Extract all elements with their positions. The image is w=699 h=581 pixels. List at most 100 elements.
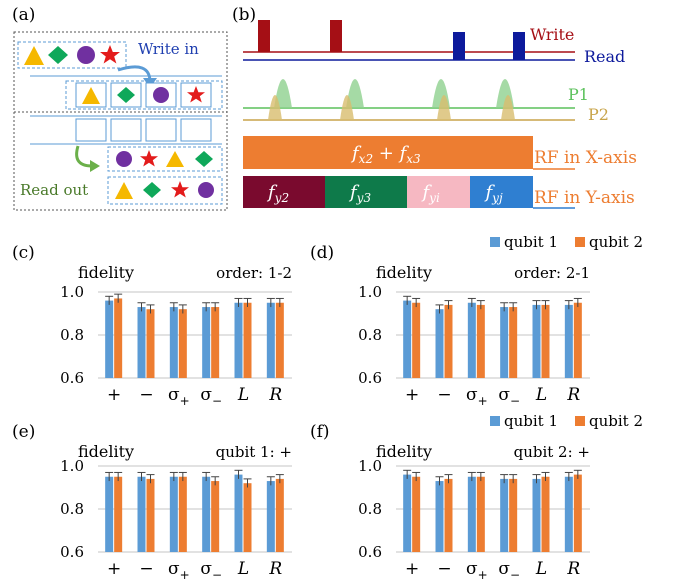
write-in-label: Write in [138, 40, 199, 58]
bar-qubit2 [114, 476, 123, 552]
bar-qubit1 [202, 476, 211, 552]
bar-qubit1 [234, 474, 243, 552]
bar-qubit2 [541, 476, 550, 552]
panel-label: (e) [12, 422, 35, 442]
panel-a: (a) Write in [12, 5, 228, 211]
circle-icon [116, 151, 132, 167]
y-tick-label: 0.6 [358, 369, 382, 387]
x-tick-label: L [535, 559, 547, 579]
x-tick-label: + [405, 385, 419, 405]
fidelity-charts: (c)fidelity order: 1-20.60.81.0+ − σ+ σ− L R(d… [12, 243, 590, 581]
x-tick-label: R [268, 559, 282, 579]
bar-qubit2 [211, 481, 220, 552]
y-axis-label: fidelity [78, 442, 134, 461]
circle-icon [77, 46, 95, 64]
rf-y-blocks: fy2 fy3 fyi fyj [243, 176, 533, 208]
bar-qubit2 [146, 478, 155, 552]
bar-qubit2 [243, 483, 252, 552]
p1-pulse-1 [274, 79, 292, 108]
x-tick-label: R [566, 385, 580, 405]
input-box [17, 41, 127, 69]
star-icon [187, 86, 205, 103]
legend-qubit1-label: qubit 1 [504, 412, 558, 430]
write-line-label: Write [530, 25, 574, 44]
bar-qubit1 [137, 476, 146, 552]
legend-top: qubit 1 qubit 2 [490, 233, 643, 251]
rf-x-label: RF in X-axis [534, 148, 637, 168]
bar-qubit1 [169, 307, 178, 378]
bar-qubit1 [169, 476, 178, 552]
read-pulse-1 [453, 32, 465, 60]
write-pulse-1 [258, 20, 270, 52]
y-tick-label: 1.0 [358, 283, 382, 301]
bar-qubit1 [467, 302, 476, 378]
bar-qubit2 [146, 309, 155, 378]
triangle-icon [82, 87, 100, 104]
bar-qubit1 [467, 476, 476, 552]
x-tick-label: − [139, 559, 153, 579]
rf-x-block [243, 136, 533, 169]
p2-label: P2 [588, 105, 609, 124]
y-tick-label: 0.6 [60, 369, 84, 387]
bar-qubit1 [564, 304, 573, 378]
x-tick-label: L [237, 385, 249, 405]
x-tick-label: σ+ [168, 385, 190, 408]
bar-qubit2 [573, 302, 582, 378]
bar-qubit1 [435, 309, 444, 378]
bar-qubit1 [500, 307, 509, 378]
x-tick-label: − [139, 385, 153, 405]
legend-qubit1-swatch [490, 237, 500, 247]
chart-e: (e) fidelity qubit 1: + 0.6 0.8 1.0 + − σ+ σ− L R [12, 422, 292, 581]
bar-qubit2 [178, 309, 187, 378]
y-axis-label: fidelity [376, 263, 432, 282]
y-axis-label: fidelity [78, 263, 134, 282]
panel-a-frame [13, 31, 228, 211]
x-tick-label: L [535, 385, 547, 405]
panel-label: (d) [310, 243, 334, 263]
x-tick-label: σ− [200, 385, 222, 408]
bar-qubit1 [105, 300, 114, 378]
legend-qubit2-swatch [575, 416, 585, 426]
bar-qubit1 [435, 481, 444, 552]
chart-c: (c) fidelity order: 1-2 0.6 0.8 1.0 + − σ+ σ− L R [12, 243, 292, 408]
rf-y-block-3 [407, 176, 470, 208]
bar-qubit2 [114, 298, 123, 378]
p1-p2-pulses: P1 P2 [243, 79, 609, 124]
bar-qubit2 [412, 302, 421, 378]
panel-a-label: (a) [12, 5, 35, 25]
bar-qubit1 [532, 478, 541, 552]
bar-qubit2 [476, 304, 485, 378]
bar-qubit2 [275, 478, 284, 552]
y-axis-label: fidelity [376, 442, 432, 461]
bar-qubit2 [509, 307, 518, 378]
diamond-icon [48, 46, 68, 64]
p2-pulse-4 [501, 95, 515, 120]
bar-qubit2 [509, 478, 518, 552]
rf-y-label: RF in Y-axis [534, 188, 635, 208]
x-tick-label: R [566, 559, 580, 579]
legend-qubit2-label: qubit 2 [589, 412, 643, 430]
x-tick-label: − [437, 559, 451, 579]
x-tick-label: R [268, 385, 282, 405]
y-tick-label: 0.8 [60, 326, 84, 344]
x-tick-label: + [107, 385, 121, 405]
bar-qubit2 [476, 476, 485, 552]
bar-qubit1 [500, 478, 509, 552]
bar-qubit1 [403, 474, 412, 552]
chart-annotation: order: 2-1 [514, 264, 590, 282]
read-arrow-icon [75, 145, 93, 168]
y-tick-label: 1.0 [60, 457, 84, 475]
legend-bottom: qubit 1 qubit 2 [490, 412, 643, 430]
y-tick-label: 1.0 [358, 457, 382, 475]
triangle-icon [166, 151, 184, 167]
bar-qubit1 [403, 300, 412, 378]
y-tick-label: 0.8 [358, 326, 382, 344]
star-icon [171, 181, 189, 198]
x-tick-label: σ+ [466, 385, 488, 408]
legend-qubit1-swatch [490, 416, 500, 426]
p2-pulse-1 [268, 95, 282, 120]
chart-annotation: qubit 1: + [216, 443, 292, 461]
read-arrow-head-icon [90, 160, 100, 172]
bar-qubit2 [444, 304, 453, 378]
bar-qubit1 [202, 307, 211, 378]
